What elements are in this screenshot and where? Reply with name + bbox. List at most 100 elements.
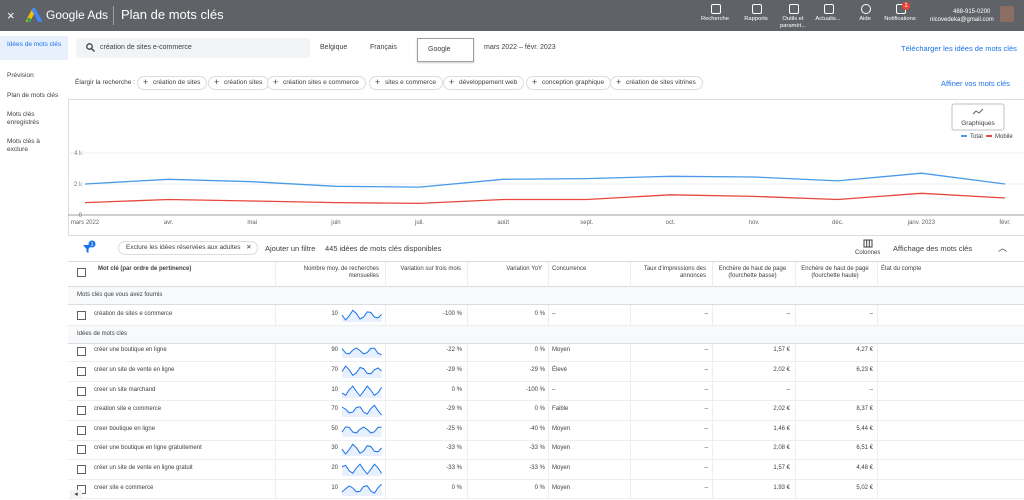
cell: Moyen (552, 347, 571, 354)
column-divider (385, 262, 386, 499)
tool-icon[interactable] (789, 4, 799, 14)
tool-label[interactable]: Notifications (884, 16, 916, 22)
cell: 0 % (534, 484, 545, 491)
column-header[interactable]: Concurrence (552, 266, 587, 272)
filter-chip[interactable]: Exclure les idées réservées aux adultes ✕ (118, 241, 258, 255)
tool-label[interactable]: Recherche (700, 16, 730, 22)
download-link[interactable]: Télécharger les idées de mots clés (901, 44, 1017, 53)
cell: Moyen (552, 484, 571, 491)
scroll-left[interactable]: ◂ (70, 490, 82, 499)
checkbox[interactable] (77, 445, 86, 455)
cell: – (704, 310, 708, 317)
checkbox[interactable] (77, 268, 86, 277)
column-divider (877, 262, 878, 499)
avatar[interactable] (1000, 6, 1014, 22)
cell: 10 (331, 386, 338, 393)
cell: -33 % (529, 465, 545, 471)
chip[interactable]: création de sites vitrines (610, 76, 703, 90)
filter-icon[interactable]: 1 (82, 240, 96, 254)
filter-badge: 1 (90, 242, 93, 248)
sidebar-item[interactable]: Prévision (7, 72, 34, 79)
column-header[interactable]: Taux d'impressions des annonces (643, 266, 706, 279)
column-divider (467, 262, 468, 499)
columns-button[interactable]: Colonnes (855, 250, 881, 256)
column-header[interactable]: Mot clé (par ordre de pertinence) (98, 266, 192, 272)
cell: 1,57 € (773, 347, 790, 354)
cell: creer boutique en ligne (94, 425, 156, 432)
date-range[interactable]: mars 2022 – févr. 2023 (484, 44, 556, 51)
cell: 5,44 € (856, 425, 873, 432)
checkbox[interactable] (77, 425, 86, 435)
checkbox[interactable] (77, 310, 86, 320)
checkbox[interactable] (77, 386, 86, 396)
sidebar-item[interactable]: Mots clés enregistrés (7, 111, 40, 126)
y-tick-label: 4 k (74, 151, 83, 157)
chip[interactable]: sites e commerce (369, 76, 443, 90)
table-row (68, 440, 1024, 461)
tool-icon[interactable] (861, 4, 871, 14)
add-filter[interactable]: Ajouter un filtre (265, 244, 316, 253)
chip[interactable]: création sites (208, 76, 270, 90)
cell: 0 % (451, 386, 462, 393)
sidebar-item[interactable]: Mots clés à exclure (7, 138, 40, 153)
column-header[interactable]: Variation YoY (506, 266, 542, 272)
cell: 0 % (534, 347, 545, 354)
sidebar-item[interactable]: Plan de mots clés (7, 92, 59, 99)
refine-link[interactable]: Affiner vos mots clés (941, 79, 1011, 88)
location[interactable]: Belgique (320, 44, 348, 51)
cell: -40 % (529, 425, 545, 432)
search-query: création de sites e-commerce (100, 44, 192, 51)
chip[interactable]: création sites e commerce (267, 76, 366, 90)
column-header[interactable]: Enchère de haut de page (fourchette haut… (801, 266, 869, 279)
sidebar-item[interactable]: Idées de mots clés (7, 41, 62, 48)
cell: -33 % (446, 465, 462, 471)
cell: -33 % (529, 445, 545, 452)
x-tick-label: juin (330, 220, 340, 226)
section-title: Idées de mots clés (77, 330, 128, 337)
tool-label[interactable]: Rapports (744, 16, 768, 22)
column-header[interactable]: État du compte (881, 266, 922, 272)
chart-button[interactable] (951, 103, 1005, 131)
cell: -29 % (529, 367, 545, 373)
language[interactable]: Français (370, 44, 397, 51)
checkbox[interactable] (77, 347, 86, 357)
result-count: 445 idées de mots clés disponibles (325, 244, 442, 253)
checkbox[interactable] (77, 367, 86, 376)
section-row (68, 325, 1024, 344)
divider (113, 6, 114, 25)
column-header[interactable]: Enchère de haut de page (fourchette bass… (718, 266, 787, 279)
chip[interactable]: conception graphique (526, 76, 612, 90)
table-row (68, 342, 1024, 363)
column-divider (712, 262, 713, 499)
chip[interactable]: développement web (443, 76, 525, 90)
tool-label[interactable]: Aide (859, 16, 871, 22)
column-header[interactable]: Nombre moy. de recherches mensuelles (303, 266, 379, 279)
tool-icon[interactable] (752, 4, 762, 14)
cell: 6,51 € (856, 445, 873, 452)
cell: – (704, 347, 708, 354)
collapse-button[interactable]: ︿ (998, 243, 1008, 253)
column-header[interactable]: Variation sur trois mois (400, 266, 461, 272)
cell: – (704, 386, 708, 393)
results-panel: 1 Exclure les idées réservées aux adulte… (68, 235, 1024, 500)
cell: 4,27 € (856, 347, 873, 354)
table-row (68, 361, 1024, 382)
checkbox[interactable] (77, 465, 86, 474)
view-select[interactable]: Affichage des mots clés (893, 244, 973, 253)
chip-close[interactable]: ✕ (246, 244, 252, 251)
cell: 90 (331, 347, 338, 354)
tool-label[interactable]: Outils et paramèt... (779, 16, 807, 29)
page-title: Plan de mots clés (121, 7, 224, 22)
tool-icon[interactable] (824, 4, 834, 14)
cell: – (869, 310, 873, 317)
network-box[interactable]: Google (417, 38, 474, 62)
tool-icon[interactable] (711, 4, 721, 14)
tool-label[interactable]: Actualis... (815, 16, 841, 22)
cell: 20 (331, 465, 338, 471)
checkbox[interactable] (77, 406, 86, 416)
search-box[interactable]: création de sites e-commerce (76, 38, 310, 58)
cell: -29 % (446, 406, 462, 413)
close-button[interactable]: × (7, 8, 15, 23)
chip[interactable]: création de sites (137, 76, 208, 90)
table-row (68, 305, 1024, 326)
